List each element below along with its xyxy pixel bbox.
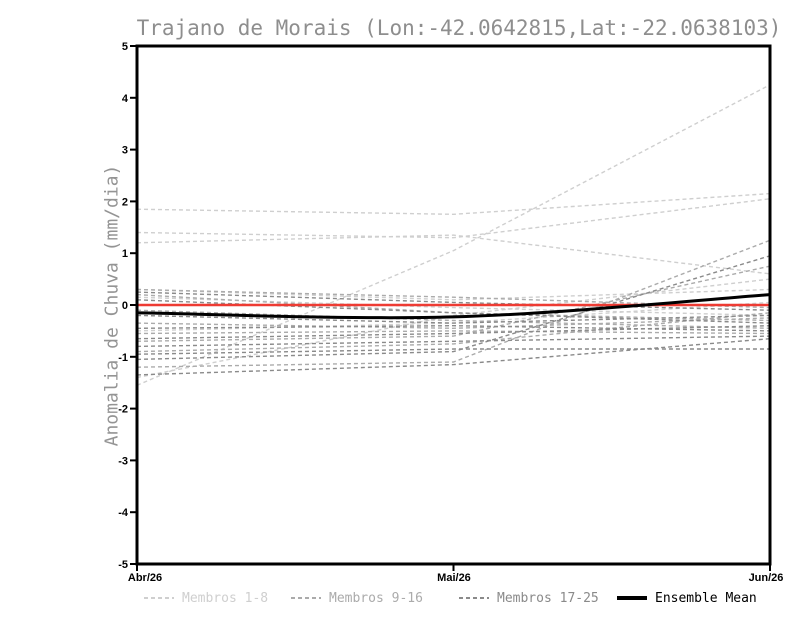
ensemble-mean-line bbox=[136, 293, 771, 320]
x-tick-label: Abr/26 bbox=[128, 572, 162, 584]
member-line bbox=[136, 239, 771, 368]
y-tick-label: -5 bbox=[118, 559, 128, 571]
y-tick-label: -4 bbox=[118, 507, 129, 519]
solid-line-swatch bbox=[617, 596, 647, 600]
y-tick-label: 3 bbox=[122, 145, 128, 157]
ensemble-member-lines bbox=[136, 84, 771, 386]
legend-item-membros-17-25: Membros 17-25 bbox=[459, 588, 599, 608]
chart-legend: Membros 1-8 Membros 9-16 Membros 17-25 E… bbox=[0, 588, 800, 612]
member-line bbox=[136, 314, 771, 324]
member-line bbox=[136, 330, 771, 335]
y-tick-label: 1 bbox=[122, 248, 128, 260]
y-tick-label: -1 bbox=[118, 352, 128, 364]
legend-label: Membros 9-16 bbox=[329, 590, 423, 606]
member-line bbox=[136, 309, 771, 329]
legend-label: Ensemble Mean bbox=[655, 590, 757, 606]
x-tick-label: Jun/26 bbox=[749, 572, 784, 584]
y-tick-label: -3 bbox=[118, 455, 128, 467]
axis-ticks bbox=[130, 45, 771, 571]
x-tick-label: Mai/26 bbox=[437, 572, 471, 584]
legend-item-ensemble-mean: Ensemble Mean bbox=[617, 588, 757, 608]
member-line bbox=[136, 317, 771, 330]
y-tick-label: 4 bbox=[122, 93, 129, 105]
member-line bbox=[136, 324, 771, 332]
legend-item-membros-9-16: Membros 9-16 bbox=[291, 588, 423, 608]
member-line bbox=[136, 265, 771, 342]
member-line bbox=[136, 335, 771, 348]
y-tick-label: 5 bbox=[122, 41, 128, 53]
member-line bbox=[136, 348, 770, 355]
legend-item-membros-1-8: Membros 1-8 bbox=[144, 588, 268, 608]
member-line bbox=[136, 255, 771, 361]
dashed-line-swatch bbox=[144, 597, 174, 599]
y-tick-label: -2 bbox=[118, 404, 128, 416]
dashed-line-swatch bbox=[291, 597, 321, 599]
member-line bbox=[136, 84, 771, 386]
member-line bbox=[136, 325, 771, 340]
dashed-line-swatch bbox=[459, 597, 489, 599]
member-line bbox=[136, 234, 771, 275]
member-line bbox=[136, 198, 771, 239]
member-line bbox=[136, 291, 771, 311]
member-line bbox=[136, 192, 771, 216]
y-tick-label: 0 bbox=[122, 300, 128, 312]
member-line bbox=[136, 312, 771, 353]
member-line bbox=[136, 338, 771, 376]
y-tick-label: 2 bbox=[122, 196, 128, 208]
legend-label: Membros 17-25 bbox=[497, 590, 599, 606]
member-line bbox=[136, 288, 771, 301]
legend-label: Membros 1-8 bbox=[182, 590, 269, 606]
chart-title: Trajano de Morais (Lon:-42.0642815,Lat:-… bbox=[136, 16, 782, 40]
